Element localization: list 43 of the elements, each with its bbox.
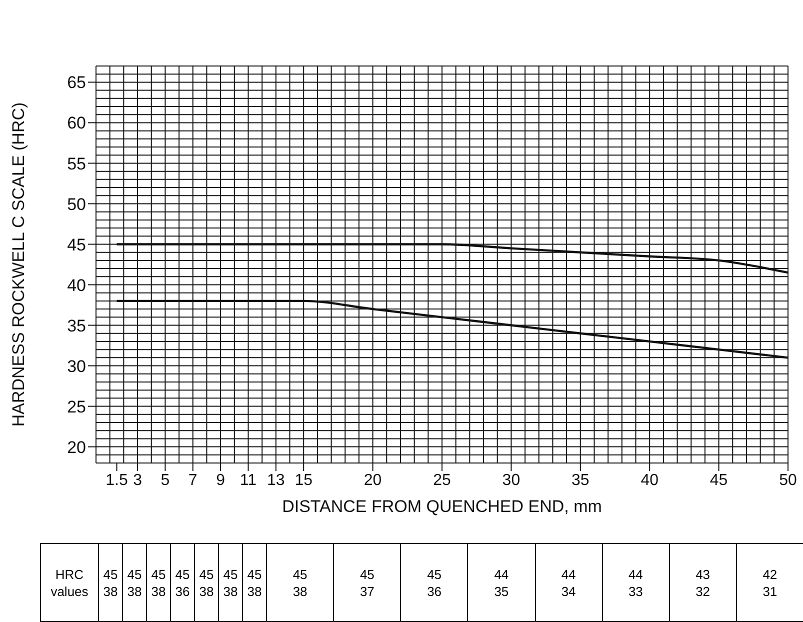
x-tick-label: 20: [364, 472, 382, 489]
y-tick-label: 30: [67, 356, 86, 376]
text: 45 38: [222, 566, 239, 600]
x-tick-label: 15: [294, 472, 313, 489]
text: 44 33: [627, 566, 644, 600]
text: 45 36: [174, 566, 191, 600]
text: 45 38: [126, 566, 143, 600]
x-tick-label: 25: [433, 472, 451, 489]
x-tick-label: 13: [267, 472, 285, 489]
x-tick-label: 50: [779, 472, 797, 489]
text: 43 32: [694, 566, 712, 600]
y-tick-label: 65: [67, 73, 86, 92]
y-tick-label: 25: [67, 397, 86, 416]
x-axis-title: DISTANCE FROM QUENCHED END, mm: [282, 497, 602, 516]
y-tick-label: 60: [67, 114, 86, 133]
text: HRC values: [50, 566, 90, 600]
x-tick-label: 1.5: [106, 472, 128, 489]
y-tick-label: 55: [67, 154, 86, 174]
text: 45 38: [246, 566, 263, 600]
x-tick-label: 45: [710, 472, 728, 489]
text: 45 38: [292, 566, 308, 600]
text: 45 38: [102, 566, 119, 600]
y-tick-label: 45: [67, 235, 86, 254]
x-tick-label: 11: [240, 472, 257, 489]
y-axis-title: HARDNESS ROCKWELL C SCALE (HRC): [9, 102, 28, 427]
x-tick-label: 35: [572, 472, 590, 489]
text: 42 31: [762, 566, 778, 600]
text: 45 38: [198, 566, 215, 600]
y-tick-label: 20: [67, 438, 86, 457]
x-tick-label: 3: [133, 472, 142, 489]
text: 44 34: [560, 566, 577, 600]
x-tick-label: 40: [640, 472, 659, 489]
text: 45 38: [150, 566, 167, 600]
y-tick-label: 35: [67, 316, 86, 336]
text: 45 37: [358, 566, 376, 600]
text: 44 35: [493, 566, 510, 600]
x-tick-label: 9: [216, 472, 226, 489]
x-tick-label: 7: [188, 472, 198, 489]
x-tick-label: 30: [502, 472, 520, 489]
text: 45 36: [426, 566, 443, 600]
y-tick-label: 50: [67, 194, 86, 214]
x-tick-label: 5: [160, 472, 170, 489]
y-tick-label: 40: [67, 276, 86, 295]
